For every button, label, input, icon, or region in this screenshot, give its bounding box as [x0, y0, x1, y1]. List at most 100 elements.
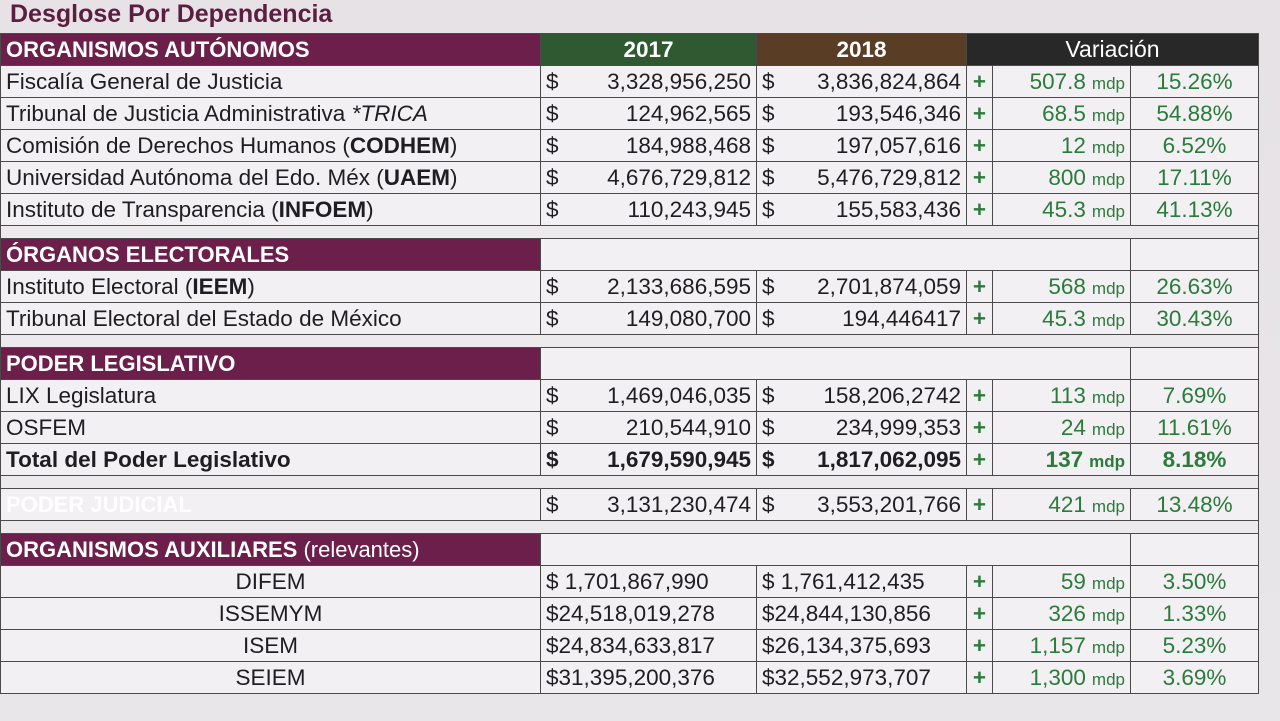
section-row-judicial: PODER JUDICIAL $3,131,230,474 $3,553,201… — [0, 488, 1259, 521]
amount-2018: $5,476,729,812 — [756, 161, 967, 194]
amount-2017: $3,328,956,250 — [540, 65, 757, 98]
row-label: Tribunal Electoral del Estado de México — [0, 302, 541, 335]
sign: + — [966, 629, 993, 662]
sign: + — [966, 443, 993, 476]
variation-amount: 45.3 mdp — [992, 302, 1131, 335]
row-label: Fiscalía General de Justicia — [0, 65, 541, 98]
variation-percent: 54.88% — [1130, 97, 1259, 130]
section-header-electorales: ÓRGANOS ELECTORALES — [0, 238, 1259, 271]
sign: + — [966, 193, 993, 226]
row-label: LIX Legislatura — [0, 379, 541, 412]
sign: + — [966, 302, 993, 335]
section-title: ORGANISMOS AUTÓNOMOS — [0, 33, 541, 66]
variation-amount: 1,157 mdp — [992, 629, 1131, 662]
variation-amount: 326 mdp — [992, 597, 1131, 630]
amount-2018: $3,553,201,766 — [756, 488, 967, 521]
variation-percent: 13.48% — [1130, 488, 1259, 521]
row-label: SEIEM — [0, 661, 541, 694]
variation-percent: 5.23% — [1130, 629, 1259, 662]
section-title: PODER LEGISLATIVO — [0, 347, 541, 380]
variation-amount: 68.5 mdp — [992, 97, 1131, 130]
amount-2018: $234,999,353 — [756, 411, 967, 444]
variation-amount: 800 mdp — [992, 161, 1131, 194]
variation-amount: 24 mdp — [992, 411, 1131, 444]
row-label: Tribunal de Justicia Administrativa *TRI… — [0, 97, 541, 130]
amount-2018: $24,844,130,856 — [756, 597, 967, 630]
variation-percent: 3.69% — [1130, 661, 1259, 694]
amount-2017: $1,679,590,945 — [540, 443, 757, 476]
variation-percent: 11.61% — [1130, 411, 1259, 444]
table-row: Comisión de Derechos Humanos (CODHEM) $1… — [0, 129, 1259, 162]
column-header-2018: 2018 — [756, 33, 967, 66]
variation-percent: 26.63% — [1130, 270, 1259, 303]
amount-2017: $3,131,230,474 — [540, 488, 757, 521]
total-row: Total del Poder Legislativo $1,679,590,9… — [0, 443, 1259, 476]
table-row: LIX Legislatura $1,469,046,035 $158,206,… — [0, 379, 1259, 412]
variation-amount: 507.8 mdp — [992, 65, 1131, 98]
variation-amount: 1,300 mdp — [992, 661, 1131, 694]
amount-2018: $155,583,436 — [756, 193, 967, 226]
amount-2017: $24,518,019,278 — [540, 597, 757, 630]
sign: + — [966, 379, 993, 412]
variation-amount: 568 mdp — [992, 270, 1131, 303]
amount-2018: $32,552,973,707 — [756, 661, 967, 694]
sign: + — [966, 565, 993, 598]
variation-percent: 15.26% — [1130, 65, 1259, 98]
table-row: SEIEM $31,395,200,376 $32,552,973,707 + … — [0, 661, 1259, 694]
variation-percent: 3.50% — [1130, 565, 1259, 598]
variation-percent: 17.11% — [1130, 161, 1259, 194]
row-label: DIFEM — [0, 565, 541, 598]
variation-amount: 113 mdp — [992, 379, 1131, 412]
section-header-legislativo: PODER LEGISLATIVO — [0, 347, 1259, 380]
variation-percent: 30.43% — [1130, 302, 1259, 335]
section-title: ORGANISMOS AUXILIARES (relevantes) — [0, 533, 541, 566]
variation-amount: 12 mdp — [992, 129, 1131, 162]
variation-percent: 6.52% — [1130, 129, 1259, 162]
variation-amount: 137 mdp — [992, 443, 1131, 476]
amount-2018: $197,057,616 — [756, 129, 967, 162]
spacer-row — [0, 475, 1259, 489]
amount-2018: $2,701,874,059 — [756, 270, 967, 303]
amount-2018: $194,446417 — [756, 302, 967, 335]
amount-2017: $184,988,468 — [540, 129, 757, 162]
row-label: Total del Poder Legislativo — [0, 443, 541, 476]
table-row: Fiscalía General de Justicia $3,328,956,… — [0, 65, 1259, 98]
row-label: ISEM — [0, 629, 541, 662]
table-row: Tribunal de Justicia Administrativa *TRI… — [0, 97, 1259, 130]
amount-2017: $1,469,046,035 — [540, 379, 757, 412]
column-header-2017: 2017 — [540, 33, 757, 66]
amount-2017: $ 1,701,867,990 — [540, 565, 757, 598]
table-row: Universidad Autónoma del Edo. Méx (UAEM)… — [0, 161, 1259, 194]
section-title: ÓRGANOS ELECTORALES — [0, 238, 541, 271]
sign: + — [966, 597, 993, 630]
table-row: DIFEM $ 1,701,867,990 $ 1,761,412,435 + … — [0, 565, 1259, 598]
sign: + — [966, 661, 993, 694]
variation-amount: 45.3 mdp — [992, 193, 1131, 226]
table-row: Instituto Electoral (IEEM) $2,133,686,59… — [0, 270, 1259, 303]
spacer-row — [0, 334, 1259, 348]
amount-2017: $210,544,910 — [540, 411, 757, 444]
sign: + — [966, 488, 993, 521]
variation-amount: 421 mdp — [992, 488, 1131, 521]
section-title: PODER JUDICIAL — [0, 488, 541, 521]
sign: + — [966, 161, 993, 194]
amount-2018: $ 1,761,412,435 — [756, 565, 967, 598]
variation-amount: 59 mdp — [992, 565, 1131, 598]
row-label: ISSEMYM — [0, 597, 541, 630]
sign: + — [966, 411, 993, 444]
column-header-variacion: Variación — [966, 33, 1259, 66]
amount-2018: $158,206,2742 — [756, 379, 967, 412]
amount-2017: $124,962,565 — [540, 97, 757, 130]
variation-percent: 41.13% — [1130, 193, 1259, 226]
variation-percent: 1.33% — [1130, 597, 1259, 630]
table-row: Instituto de Transparencia (INFOEM) $110… — [0, 193, 1259, 226]
amount-2018: $193,546,346 — [756, 97, 967, 130]
table-row: Tribunal Electoral del Estado de México … — [0, 302, 1259, 335]
row-label: Universidad Autónoma del Edo. Méx (UAEM) — [0, 161, 541, 194]
amount-2017: $24,834,633,817 — [540, 629, 757, 662]
amount-2017: $4,676,729,812 — [540, 161, 757, 194]
amount-2018: $3,836,824,864 — [756, 65, 967, 98]
row-label: Instituto de Transparencia (INFOEM) — [0, 193, 541, 226]
spacer-row — [0, 225, 1259, 239]
page-title: Desglose Por Dependencia — [10, 0, 333, 28]
